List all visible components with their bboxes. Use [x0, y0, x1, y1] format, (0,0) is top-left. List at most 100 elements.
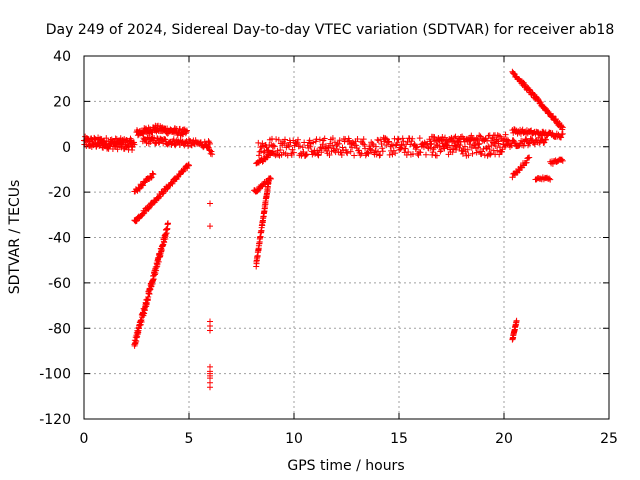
data-point [294, 136, 301, 143]
data-point [303, 151, 310, 158]
data-point [472, 136, 479, 143]
data-point [441, 145, 448, 152]
data-point [521, 81, 528, 88]
data-point [558, 134, 565, 141]
data-point [420, 144, 427, 151]
data-point [208, 148, 215, 155]
data-point [449, 137, 456, 144]
data-point [318, 149, 325, 156]
data-point [314, 151, 321, 158]
data-point [253, 188, 260, 195]
data-point [290, 149, 297, 156]
data-point [451, 134, 458, 141]
data-point [478, 151, 485, 158]
data-point [339, 144, 346, 151]
data-point [267, 149, 274, 156]
data-point [464, 146, 471, 153]
data-point [547, 176, 554, 183]
data-point [538, 132, 545, 139]
data-point [207, 384, 213, 391]
data-point [162, 136, 169, 143]
data-point [155, 194, 162, 201]
data-point [502, 131, 509, 138]
x-tick-label: 0 [80, 431, 89, 447]
data-point [434, 138, 441, 145]
y-tick-label: 0 [62, 140, 71, 156]
data-point [267, 175, 274, 182]
data-point [474, 144, 481, 151]
data-point [365, 150, 372, 157]
data-point [402, 145, 409, 152]
chart-title: Day 249 of 2024, Sidereal Day-to-day VTE… [46, 22, 615, 38]
data-point [334, 145, 341, 152]
data-point [179, 131, 186, 138]
data-point [516, 167, 523, 174]
data-point [476, 132, 483, 139]
data-point [517, 130, 524, 137]
data-point [207, 223, 213, 230]
data-point [413, 144, 420, 151]
data-point [275, 136, 282, 143]
data-point [559, 157, 566, 164]
plot-frame [83, 55, 610, 420]
data-point [456, 144, 463, 151]
data-points [81, 68, 566, 391]
x-tick-label: 5 [185, 431, 194, 447]
data-point [429, 149, 436, 156]
data-point [384, 139, 391, 146]
data-point [437, 148, 444, 155]
data-point [183, 128, 190, 135]
data-point [386, 151, 393, 158]
data-point [112, 135, 119, 142]
data-point [523, 159, 530, 166]
data-point [468, 132, 475, 139]
y-tick-label: -100 [39, 367, 71, 383]
data-point [170, 136, 177, 143]
data-point [329, 135, 336, 142]
data-point [270, 142, 277, 149]
data-point [513, 317, 520, 324]
data-point [512, 140, 519, 147]
data-point [473, 135, 480, 142]
x-tick-label: 15 [390, 431, 408, 447]
data-point [475, 141, 482, 148]
data-point [91, 135, 98, 142]
data-point [499, 137, 506, 144]
data-point [395, 136, 402, 143]
data-point [379, 148, 386, 155]
data-point [526, 154, 533, 161]
data-point [559, 130, 566, 137]
data-point [427, 138, 434, 145]
data-point [183, 127, 190, 134]
data-point [455, 135, 462, 142]
data-point [344, 150, 351, 157]
data-point [495, 140, 502, 147]
data-point [316, 136, 323, 143]
data-point [494, 132, 501, 139]
data-point [207, 140, 213, 147]
data-point [299, 144, 306, 151]
data-point [523, 137, 530, 144]
data-point [333, 142, 340, 149]
data-point [354, 135, 361, 142]
data-point [537, 99, 544, 106]
data-point [155, 258, 162, 265]
data-point [300, 149, 307, 156]
data-point [558, 123, 565, 130]
data-point [294, 139, 301, 146]
data-point [473, 149, 480, 156]
data-point [185, 143, 192, 150]
data-point [411, 141, 418, 148]
data-point [176, 125, 183, 132]
data-point [416, 135, 423, 142]
data-point [146, 204, 153, 211]
data-point [209, 151, 216, 158]
data-point [147, 174, 154, 181]
data-point [336, 137, 343, 144]
data-point [207, 147, 213, 154]
data-point [207, 327, 213, 334]
data-point [438, 147, 445, 154]
data-point [399, 135, 406, 142]
data-point [495, 132, 502, 139]
